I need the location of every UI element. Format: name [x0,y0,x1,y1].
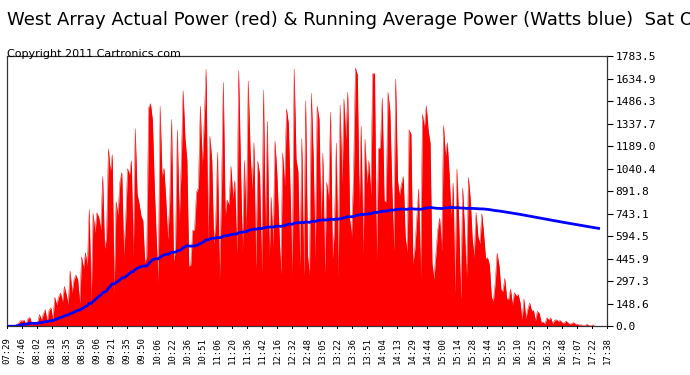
Text: 16:10: 16:10 [513,338,522,364]
Text: 15:14: 15:14 [453,338,462,364]
Text: 13:51: 13:51 [362,338,372,364]
Text: 15:44: 15:44 [482,338,492,364]
Text: 15:55: 15:55 [497,338,506,364]
Text: 13:36: 13:36 [348,338,357,364]
Text: 17:38: 17:38 [602,338,612,364]
Text: 13:05: 13:05 [317,338,326,364]
Text: 07:46: 07:46 [17,338,26,364]
Text: 11:06: 11:06 [213,338,221,364]
Text: 10:51: 10:51 [197,338,206,364]
Text: 15:28: 15:28 [468,338,477,364]
Text: 11:42: 11:42 [257,338,266,364]
Text: 14:13: 14:13 [393,338,402,364]
Text: 12:32: 12:32 [288,338,297,364]
Text: Copyright 2011 Cartronics.com: Copyright 2011 Cartronics.com [7,49,181,59]
Text: 17:07: 17:07 [573,338,582,364]
Text: 15:00: 15:00 [437,338,446,364]
Text: 16:25: 16:25 [528,338,537,364]
Text: 11:20: 11:20 [228,338,237,364]
Text: 10:06: 10:06 [152,338,161,364]
Text: 08:02: 08:02 [32,338,41,364]
Text: 10:36: 10:36 [182,338,192,364]
Text: 12:48: 12:48 [302,338,312,364]
Text: 17:22: 17:22 [588,338,597,364]
Text: 16:32: 16:32 [542,338,552,364]
Text: 09:06: 09:06 [92,338,101,364]
Text: 14:44: 14:44 [422,338,432,364]
Text: 08:18: 08:18 [48,338,57,364]
Text: 08:35: 08:35 [62,338,72,364]
Text: 07:29: 07:29 [2,338,12,364]
Text: West Array Actual Power (red) & Running Average Power (Watts blue)  Sat Oct 15  : West Array Actual Power (red) & Running … [7,11,690,29]
Text: 13:22: 13:22 [333,338,342,364]
Text: 09:50: 09:50 [137,338,146,364]
Text: 16:48: 16:48 [558,338,566,364]
Text: 14:29: 14:29 [408,338,417,364]
Text: 11:36: 11:36 [242,338,252,364]
Text: 14:04: 14:04 [377,338,386,364]
Text: 09:35: 09:35 [122,338,132,364]
Text: 12:16: 12:16 [273,338,282,364]
Text: 10:22: 10:22 [168,338,177,364]
Text: 08:50: 08:50 [77,338,86,364]
Text: 09:21: 09:21 [108,338,117,364]
